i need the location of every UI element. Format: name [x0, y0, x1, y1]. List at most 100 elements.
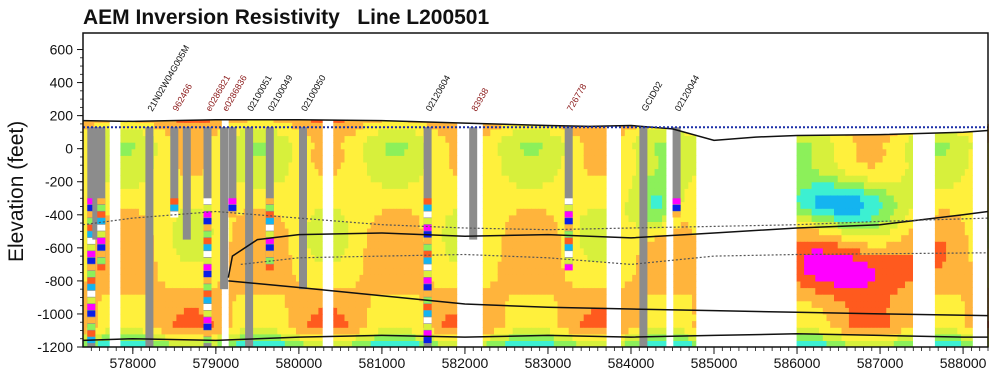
- heatmap-cell: [139, 287, 144, 295]
- heatmap-cell: [154, 208, 159, 216]
- heatmap-cell: [561, 294, 566, 302]
- heatmap-cell: [434, 274, 439, 282]
- heatmap-cell: [254, 254, 260, 262]
- heatmap-cell: [542, 228, 547, 236]
- heatmap-cell: [83, 307, 88, 315]
- heatmap-cell: [340, 247, 346, 255]
- heatmap-cell: [344, 142, 349, 150]
- heatmap-cell: [292, 168, 297, 176]
- heatmap-cell: [624, 125, 630, 130]
- heatmap-cell: [191, 287, 196, 295]
- heatmap-cell: [154, 294, 159, 302]
- heatmap-cell: [516, 320, 521, 328]
- heatmap-cell: [303, 313, 308, 322]
- heatmap-cell: [277, 287, 282, 295]
- heatmap-cell: [307, 340, 312, 347]
- heatmap-cell: [120, 228, 125, 236]
- heatmap-cell: [512, 161, 517, 170]
- heatmap-cell: [404, 307, 409, 315]
- heatmap-cell: [523, 128, 529, 137]
- heatmap-cell: [628, 155, 633, 163]
- heatmap-cell: [546, 228, 551, 236]
- heatmap-cell: [228, 280, 233, 289]
- heatmap-cell: [262, 340, 267, 347]
- heatmap-cell: [337, 148, 342, 156]
- heatmap-cell: [408, 188, 413, 196]
- heatmap-cell: [598, 221, 603, 229]
- heatmap-cell: [251, 274, 256, 282]
- heatmap-cell: [516, 313, 521, 322]
- heatmap-cell: [576, 340, 581, 347]
- heatmap-cell: [628, 274, 633, 282]
- heatmap-cell: [344, 254, 349, 262]
- heatmap-cell: [587, 300, 592, 308]
- heatmap-cell: [396, 201, 402, 209]
- heatmap-cell: [449, 228, 454, 236]
- heatmap-cell: [251, 294, 256, 302]
- heatmap-cell: [367, 181, 372, 189]
- heatmap-cell: [232, 214, 237, 222]
- heatmap-cell: [591, 333, 596, 341]
- heatmap-cell: [658, 280, 663, 289]
- heatmap-cell: [124, 320, 129, 328]
- heatmap-cell: [378, 155, 383, 163]
- heatmap-cell: [157, 214, 162, 222]
- heatmap-cell: [650, 195, 656, 203]
- heatmap-cell: [161, 228, 166, 236]
- heatmap-cell: [254, 261, 260, 269]
- heatmap-cell: [277, 119, 282, 123]
- heatmap-cell: [363, 280, 368, 289]
- heatmap-cell: [191, 135, 196, 143]
- heatmap-cell: [284, 221, 290, 229]
- heatmap-cell: [497, 313, 502, 322]
- heatmap-cell: [542, 161, 547, 170]
- heatmap-cell: [579, 294, 585, 302]
- heatmap-cell: [367, 228, 372, 236]
- heatmap-cell: [497, 201, 502, 209]
- heatmap-cell: [400, 228, 405, 236]
- heatmap-cell: [217, 128, 222, 137]
- heatmap-cell: [273, 254, 278, 262]
- heatmap-cell: [434, 294, 439, 302]
- heatmap-cell: [441, 128, 446, 137]
- heatmap-cell: [658, 287, 663, 295]
- heatmap-cell: [168, 313, 174, 322]
- heatmap-cell: [124, 267, 129, 275]
- heatmap-cell: [434, 208, 439, 216]
- heatmap-cell: [677, 274, 682, 282]
- heatmap-cell: [139, 234, 144, 242]
- heatmap-cell: [127, 195, 133, 203]
- heatmap-cell: [262, 267, 267, 275]
- heatmap-cell: [441, 161, 446, 170]
- heatmap-cell: [404, 148, 409, 156]
- heatmap-cell: [284, 214, 290, 222]
- heatmap-cell: [352, 228, 357, 236]
- heatmap-cell: [505, 221, 510, 229]
- heatmap-cell: [258, 142, 263, 150]
- heatmap-cell: [658, 320, 663, 328]
- heatmap-cell: [598, 234, 603, 242]
- heatmap-cell: [258, 307, 263, 315]
- heatmap-cell: [314, 294, 319, 302]
- heatmap-cell: [542, 188, 547, 196]
- heatmap-cell: [445, 234, 450, 242]
- heatmap-cell: [553, 175, 559, 183]
- heatmap-cell: [292, 307, 297, 315]
- heatmap-cell: [437, 135, 443, 143]
- heatmap-cell: [508, 175, 514, 183]
- heatmap-cell: [157, 155, 162, 163]
- heatmap-cell: [658, 247, 663, 255]
- heatmap-cell: [452, 208, 458, 216]
- heatmap-cell: [239, 119, 245, 123]
- heatmap-cell: [486, 327, 491, 335]
- heatmap-cell: [154, 161, 159, 170]
- heatmap-cell: [333, 181, 338, 189]
- heatmap-cell: [680, 267, 686, 275]
- heatmap-cell: [445, 320, 450, 328]
- heatmap-cell: [512, 201, 517, 209]
- heatmap-cell: [187, 280, 192, 289]
- heatmap-cell: [602, 135, 607, 143]
- heatmap-cell: [135, 254, 140, 262]
- heatmap-cell: [161, 254, 166, 262]
- heatmap-cell: [557, 201, 562, 209]
